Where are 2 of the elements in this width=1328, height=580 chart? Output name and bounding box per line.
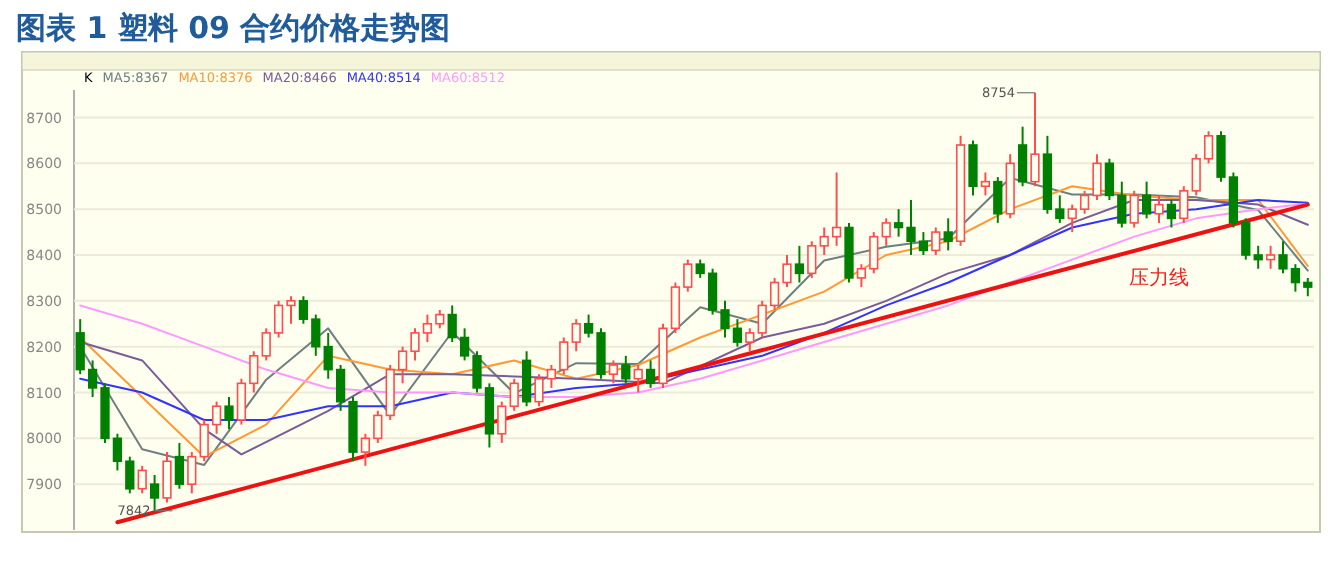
annotation: 压力线 bbox=[1129, 265, 1189, 290]
title: 图表 1 塑料 09 合约价格走势图 bbox=[16, 10, 451, 46]
